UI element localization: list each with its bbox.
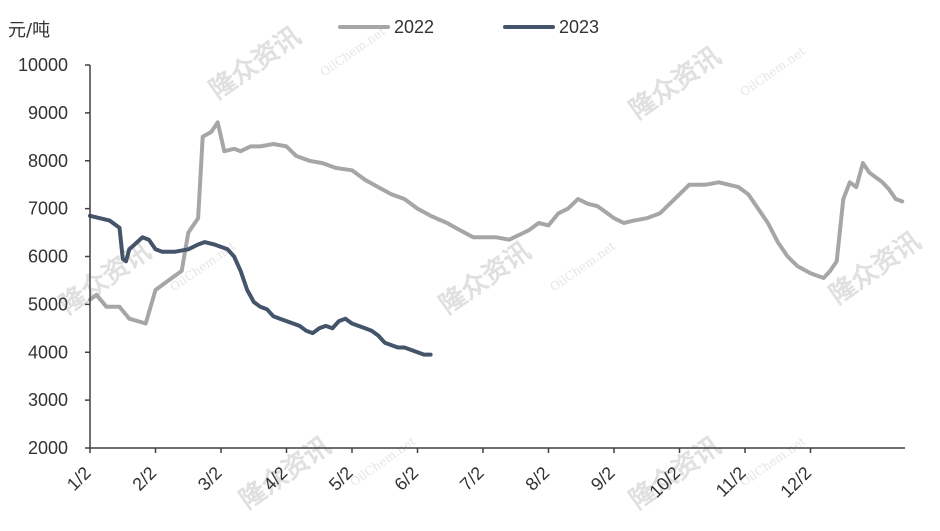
series-layer [88,120,905,357]
y-tick-label: 3000 [28,390,68,410]
y-tick-label: 7000 [28,199,68,219]
y-tick-label: 4000 [28,342,68,362]
legend: 2022 2023 [338,17,599,37]
x-tick-label: 12/2 [776,463,815,502]
y-axis-unit-label: 元/吨 [8,20,50,41]
series-line-2022 [88,120,905,326]
x-tick-label: 8/2 [521,463,553,495]
x-tick-label: 5/2 [325,463,357,495]
y-tick-label: 2000 [28,438,68,458]
watermark-en: OilChem.net [547,239,618,294]
y-tick-label: 10000 [18,55,68,75]
watermark-cn: 隆众资讯 [204,21,306,105]
x-tick-label: 3/2 [194,463,226,495]
legend-label-2023: 2023 [559,17,599,37]
x-tick-label: 9/2 [587,463,619,495]
x-tick-label: 6/2 [390,463,422,495]
y-tick-label: 9000 [28,103,68,123]
series-line-2023 [88,213,433,357]
x-tick-label: 1/2 [63,463,95,495]
y-tick-label: 8000 [28,151,68,171]
x-tick-label: 7/2 [456,463,488,495]
y-tick-label: 6000 [28,247,68,267]
watermark-en: OilChem.net [737,44,808,99]
legend-label-2022: 2022 [394,17,434,37]
x-tick-label: 2/2 [128,463,160,495]
x-tick-label: 11/2 [712,463,750,501]
watermark-cn: 隆众资讯 [434,236,536,320]
watermark-en: OilChem.net [317,24,388,79]
watermark-cn: 隆众资讯 [624,41,726,125]
y-tick-label: 5000 [28,294,68,314]
